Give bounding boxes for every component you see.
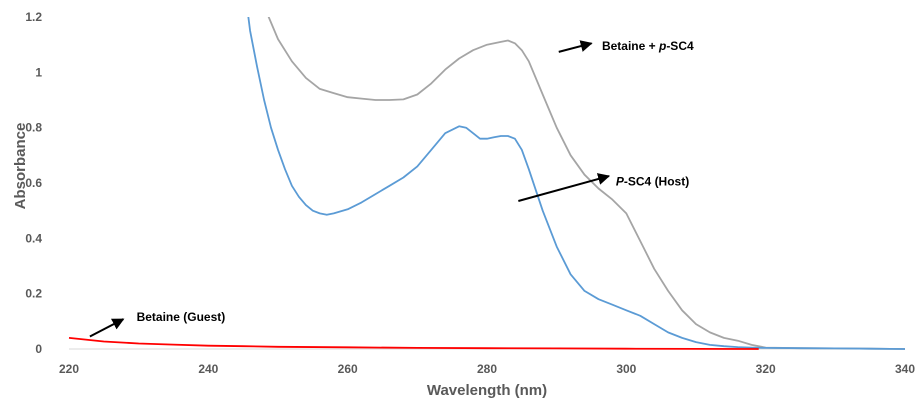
annotation-label-part: Betaine (Guest)	[137, 310, 226, 324]
x-tick-label: 240	[198, 362, 218, 376]
y-axis-title: Absorbance	[12, 123, 29, 210]
series-line-host	[247, 17, 906, 350]
annotation-label: P-SC4 (Host)	[616, 175, 689, 189]
annotation-arrow	[558, 40, 593, 53]
annotation-label-part: -SC4	[666, 39, 694, 53]
annotation-arrow	[518, 173, 611, 202]
y-tick-labels: 0 0.2 0.4 0.6 0.8 1 1.2	[25, 10, 42, 356]
x-tick-label: 340	[895, 362, 915, 376]
y-tick-label: 0.6	[25, 176, 42, 190]
series-lines	[68, 17, 906, 350]
y-tick-label: 0.8	[25, 121, 42, 135]
annotation-label: Betaine + p-SC4	[602, 39, 694, 53]
annotation-label-part: P	[616, 175, 625, 189]
y-tick-label: 1.2	[25, 10, 42, 24]
x-tick-labels: 220 240 260 280 300 320 340	[59, 362, 915, 376]
y-tick-label: 0	[35, 342, 42, 356]
x-tick-label: 260	[338, 362, 358, 376]
series-line-guest	[68, 337, 759, 350]
annotation-label-part: -SC4 (Host)	[624, 175, 689, 189]
annotation-arrow	[89, 318, 125, 338]
annotation-label: Betaine (Guest)	[137, 310, 226, 324]
y-tick-label: 0.2	[25, 287, 42, 301]
annotation-label-part: p	[658, 39, 666, 53]
x-tick-label: 320	[756, 362, 776, 376]
y-tick-label: 1	[35, 65, 42, 79]
x-tick-label: 220	[59, 362, 79, 376]
y-tick-label: 0.4	[25, 231, 42, 245]
annotations: Betaine + p-SC4 P-SC4 (Host) Betaine (Gues…	[89, 39, 694, 338]
x-tick-label: 300	[616, 362, 636, 376]
series-line-complex	[267, 17, 906, 350]
x-axis-title: Wavelength (nm)	[427, 382, 547, 399]
x-tick-label: 280	[477, 362, 497, 376]
annotation-label-part: Betaine +	[602, 39, 659, 53]
